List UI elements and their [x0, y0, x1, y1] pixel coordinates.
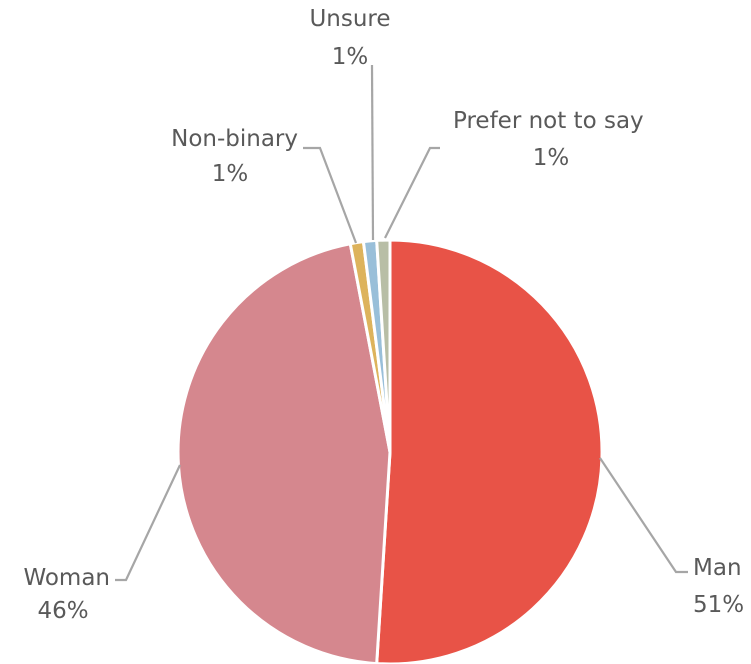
- leader-line-man: [599, 457, 688, 574]
- woman-value-label: 46%: [37, 598, 88, 624]
- unsure-label: Unsure: [309, 6, 390, 32]
- woman-label: Woman: [23, 565, 110, 591]
- non-binary-value-label: 1%: [212, 161, 249, 187]
- leader-line-prefer-not-to-say: [384, 146, 440, 239]
- pie-slice-prefer-not-to-say: [375, 238, 392, 453]
- leader-lines: [115, 64, 688, 582]
- pie-slices: [176, 238, 604, 664]
- slice-labels: Man 51% Woman 46% Non-binary 1% Unsure 1% Prefer…: [23, 6, 744, 624]
- leader-line-woman: [115, 464, 181, 582]
- leader-line-unsure: [370, 64, 375, 241]
- prefer-not-to-say-label: Prefer not to say: [453, 108, 644, 134]
- unsure-value-label: 1%: [332, 44, 369, 70]
- pie-slice-man: [375, 238, 604, 664]
- prefer-not-to-say-value-label: 1%: [533, 145, 570, 171]
- leader-line-non-binary: [303, 146, 358, 244]
- man-value-label: 51%: [693, 592, 744, 618]
- non-binary-label: Non-binary: [171, 126, 298, 152]
- pie-slice-woman: [176, 242, 392, 664]
- man-label: Man: [693, 555, 742, 581]
